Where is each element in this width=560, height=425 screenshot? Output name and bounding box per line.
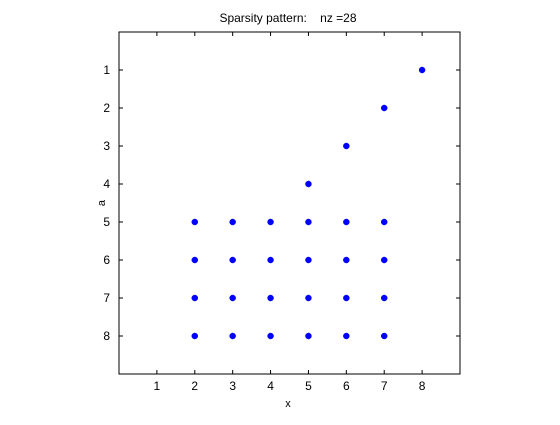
data-point — [418, 66, 426, 74]
data-point — [229, 218, 236, 226]
x-tick-label: 7 — [381, 379, 388, 393]
data-point — [191, 256, 199, 264]
data-point — [305, 294, 312, 302]
y-tick-label: 2 — [103, 101, 110, 115]
x-tick-label: 6 — [343, 379, 350, 393]
data-point — [267, 256, 274, 264]
data-point — [229, 256, 236, 264]
x-tick-label: 4 — [267, 379, 274, 393]
data-point — [343, 256, 350, 264]
x-axis-label: x — [285, 398, 291, 410]
axis-ticks — [119, 32, 460, 374]
data-point — [380, 104, 388, 112]
y-tick-label: 4 — [103, 177, 110, 191]
y-tick-label: 7 — [103, 291, 110, 305]
data-point — [305, 256, 312, 264]
x-tick-label: 5 — [305, 379, 312, 393]
data-point — [305, 180, 312, 188]
data-points — [191, 66, 426, 340]
y-tick-label: 3 — [103, 139, 110, 153]
data-point — [191, 332, 199, 340]
data-point — [229, 332, 236, 340]
axis-tick-labels: 1 2 3 4 5 6 7 8 1 2 3 4 5 6 7 8 — [103, 63, 425, 393]
data-point — [267, 294, 274, 302]
data-point — [343, 332, 350, 340]
x-tick-label: 8 — [419, 379, 426, 393]
data-point — [191, 294, 199, 302]
x-tick-label: 1 — [154, 379, 161, 393]
y-tick-label: 5 — [103, 215, 110, 229]
y-axis-label: a — [96, 199, 108, 206]
data-point — [380, 256, 388, 264]
data-point — [380, 332, 388, 340]
data-point — [343, 294, 350, 302]
data-point — [305, 218, 312, 226]
data-point — [343, 218, 350, 226]
x-tick-label: 2 — [191, 379, 198, 393]
y-tick-label: 1 — [103, 63, 110, 77]
data-point — [191, 218, 199, 226]
data-point — [229, 294, 236, 302]
y-tick-label: 6 — [103, 253, 110, 267]
data-point — [267, 218, 274, 226]
data-point — [380, 218, 388, 226]
data-point — [305, 332, 312, 340]
y-tick-label: 8 — [103, 329, 110, 343]
plot-frame — [118, 31, 461, 375]
data-point — [343, 142, 350, 150]
x-tick-label: 3 — [229, 379, 236, 393]
data-point — [380, 294, 388, 302]
data-point — [267, 332, 274, 340]
chart-title: Sparsity pattern: nz =28 — [219, 11, 356, 25]
